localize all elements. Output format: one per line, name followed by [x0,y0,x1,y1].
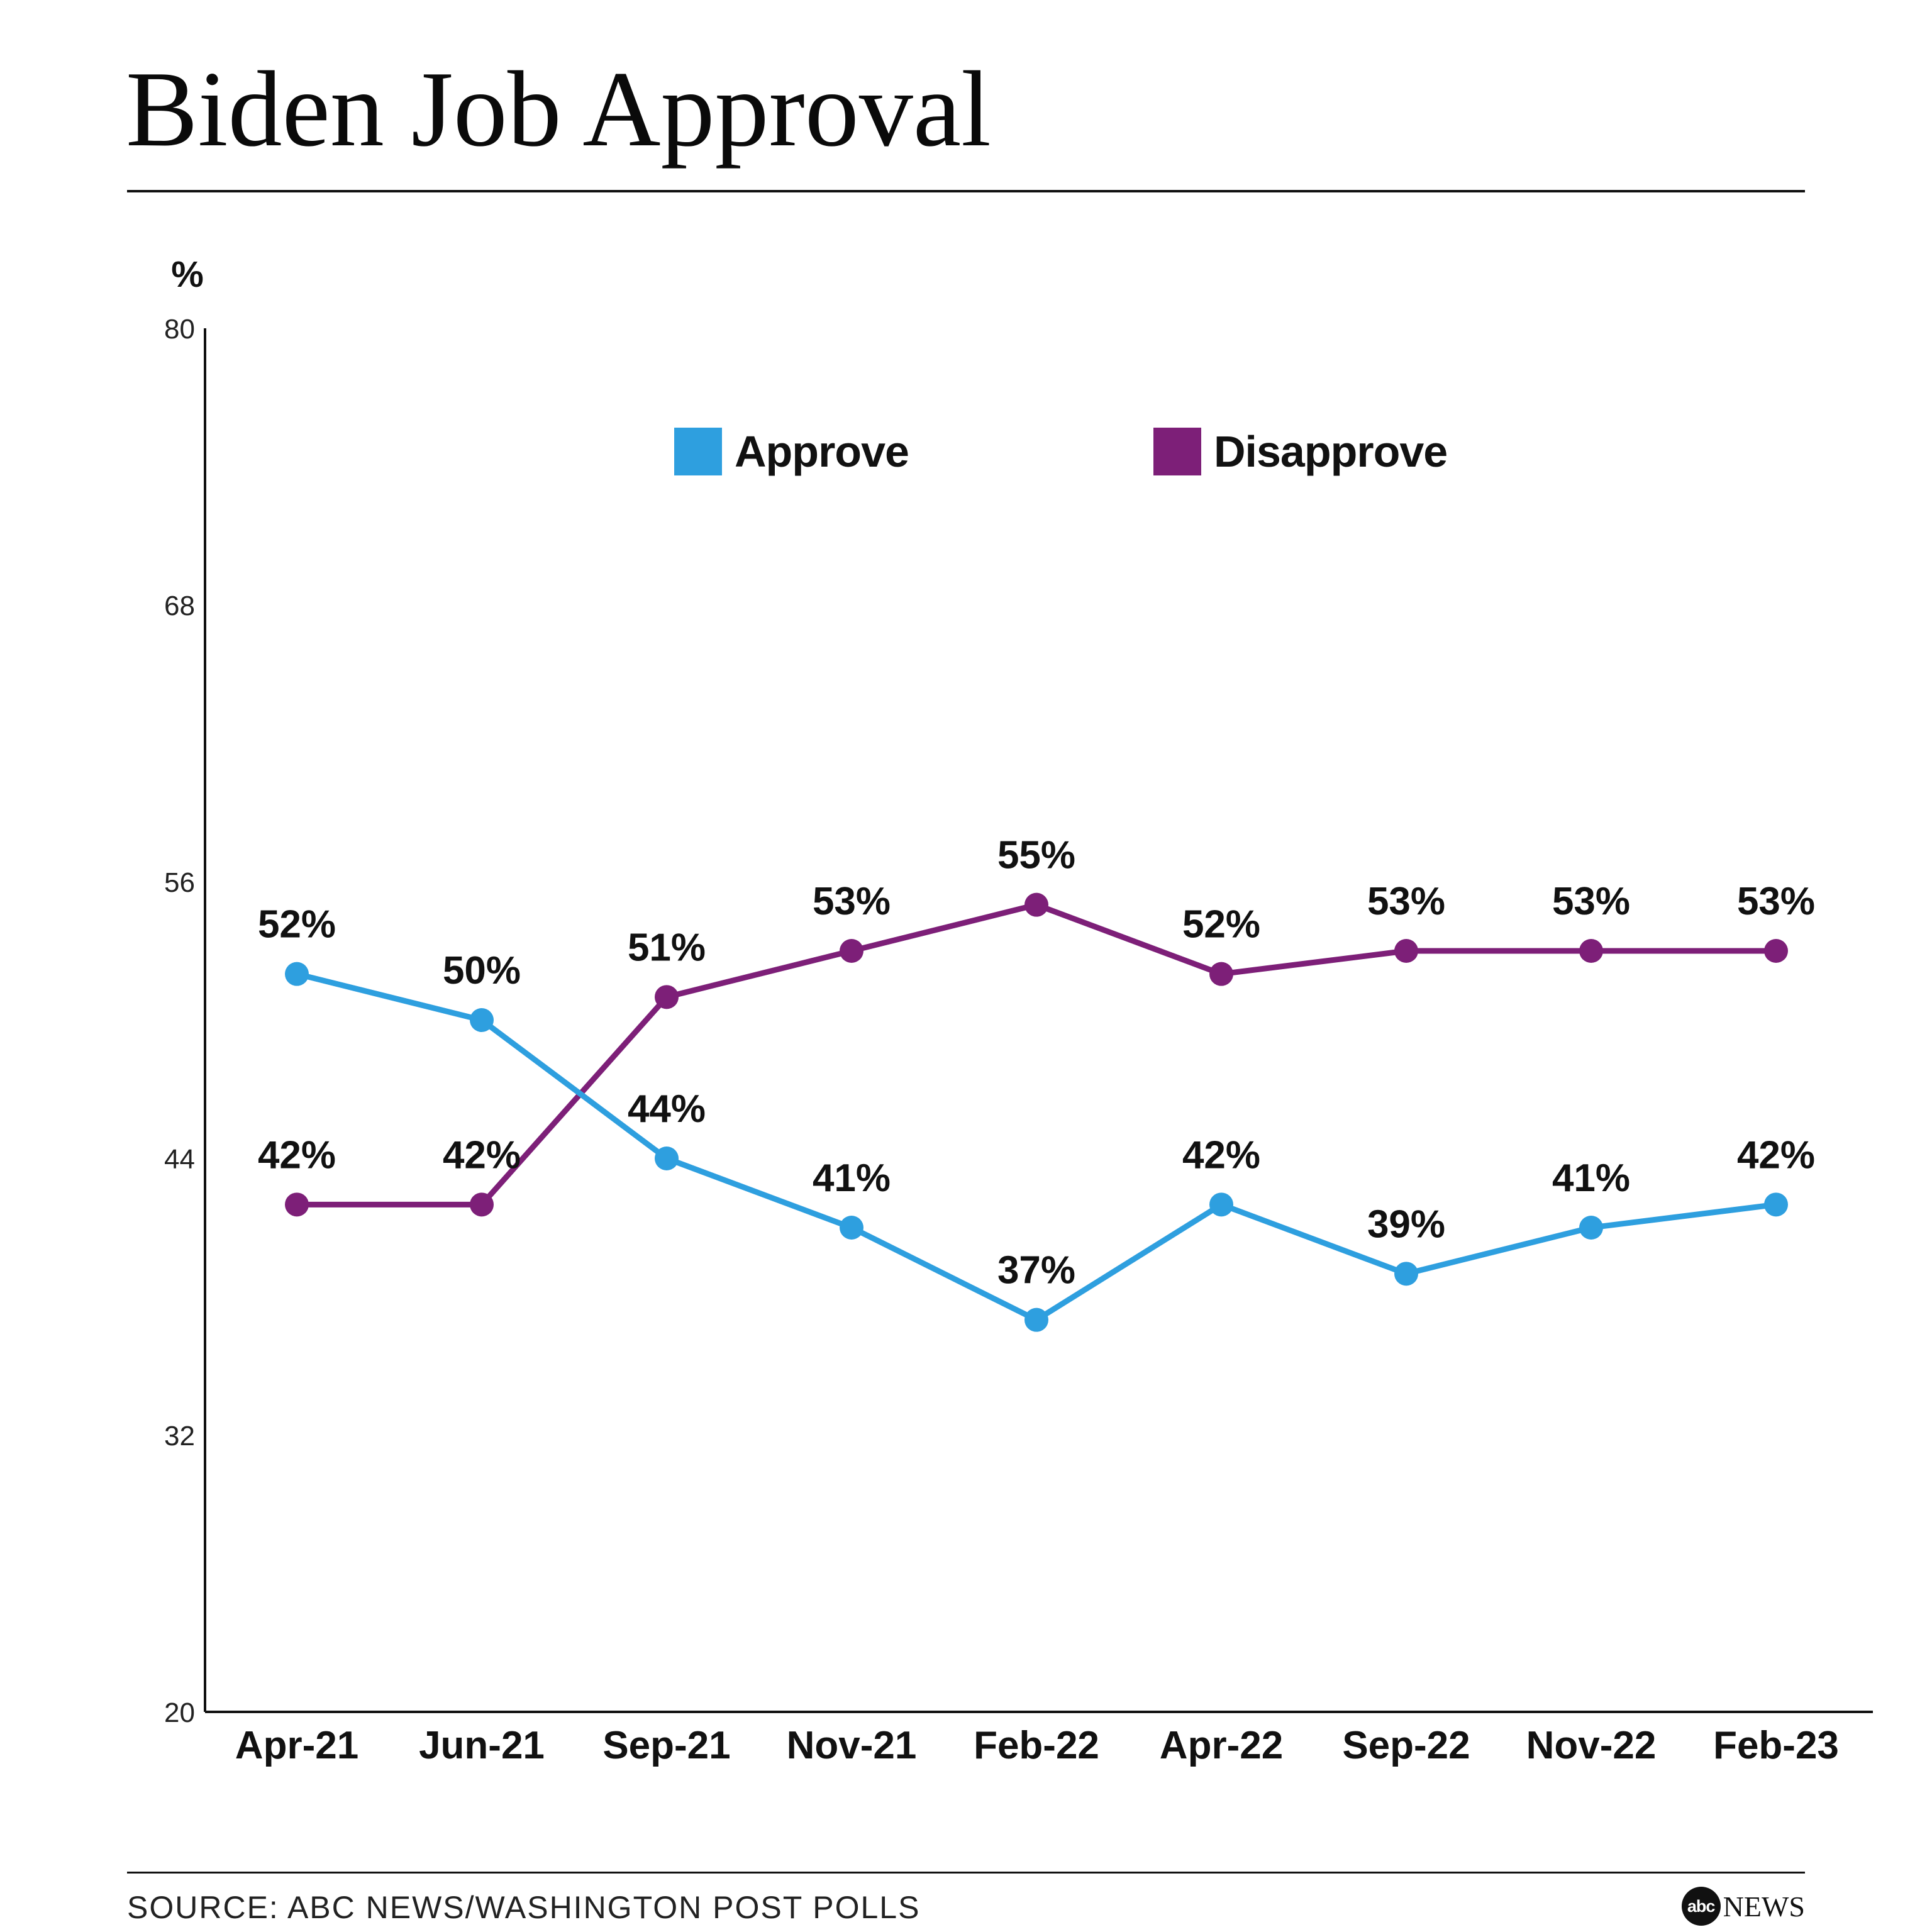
y-axis-label: % [171,254,204,295]
approve-data-label: 42% [1737,1133,1815,1177]
abc-logo-icon: abc [1681,1887,1721,1926]
x-tick-label: Nov-21 [787,1724,917,1767]
source-note: SOURCE: ABC NEWS/WASHINGTON POST POLLS [127,1890,921,1925]
disapprove-point [1394,939,1418,963]
footer-divider [127,1872,1805,1874]
approve-point [1579,1216,1603,1240]
legend-swatch-approve [674,428,722,475]
y-tick-label: 56 [164,867,195,898]
x-tick-label: Sep-22 [1342,1724,1470,1767]
x-tick-label: Apr-22 [1160,1724,1283,1767]
approve-point [1394,1262,1418,1286]
approve-data-label: 44% [628,1087,706,1131]
disapprove-point [840,939,863,963]
disapprove-point [1764,939,1788,963]
news-wordmark: NEWS [1723,1890,1805,1923]
x-tick-label: Apr-21 [235,1724,358,1767]
x-tick-label: Nov-22 [1526,1724,1657,1767]
y-tick-label: 44 [164,1144,195,1175]
y-tick-label: 32 [164,1421,195,1452]
disapprove-data-label: 51% [628,926,706,969]
approve-point [285,962,309,986]
approve-point [840,1216,863,1240]
disapprove-data-label: 53% [813,880,891,923]
disapprove-data-label: 53% [1367,880,1445,923]
approve-data-label: 41% [813,1157,891,1200]
disapprove-data-label: 52% [1182,903,1260,947]
disapprove-point [470,1192,494,1217]
x-tick-label: Feb-22 [974,1724,1099,1767]
x-tick-label: Jun-21 [419,1724,545,1767]
approve-point [1764,1192,1788,1217]
approve-point [470,1008,494,1032]
disapprove-point [1209,962,1233,986]
disapprove-point [655,985,679,1009]
disapprove-data-label: 53% [1737,880,1815,923]
approve-data-label: 37% [997,1249,1075,1292]
disapprove-data-label: 42% [258,1133,336,1177]
legend-label-disapprove: Disapprove [1214,427,1447,476]
approve-point [655,1146,679,1170]
disapprove-point [1024,892,1048,917]
x-tick-label: Sep-21 [602,1724,730,1767]
y-tick-label: 20 [164,1697,195,1728]
disapprove-point [1579,939,1603,963]
disapprove-point [285,1192,309,1217]
disapprove-data-label: 53% [1552,880,1630,923]
legend-label-approve: Approve [735,427,909,476]
x-tick-label: Feb-23 [1713,1724,1839,1767]
approve-data-label: 42% [1182,1133,1260,1177]
legend-swatch-disapprove [1153,428,1201,475]
y-tick-label: 68 [164,591,195,621]
approve-data-label: 39% [1367,1202,1445,1246]
approve-data-label: 52% [258,903,336,947]
approve-point [1209,1192,1233,1217]
y-tick-label: 80 [164,314,195,345]
abc-news-logo: abc NEWS [1681,1887,1805,1926]
chart-title: Biden Job Approval [126,50,991,169]
disapprove-data-label: 55% [997,834,1075,877]
title-divider [127,190,1805,192]
approve-data-label: 41% [1552,1157,1630,1200]
approve-point [1024,1307,1048,1332]
approve-data-label: 50% [443,949,521,992]
disapprove-data-label: 42% [443,1133,521,1177]
